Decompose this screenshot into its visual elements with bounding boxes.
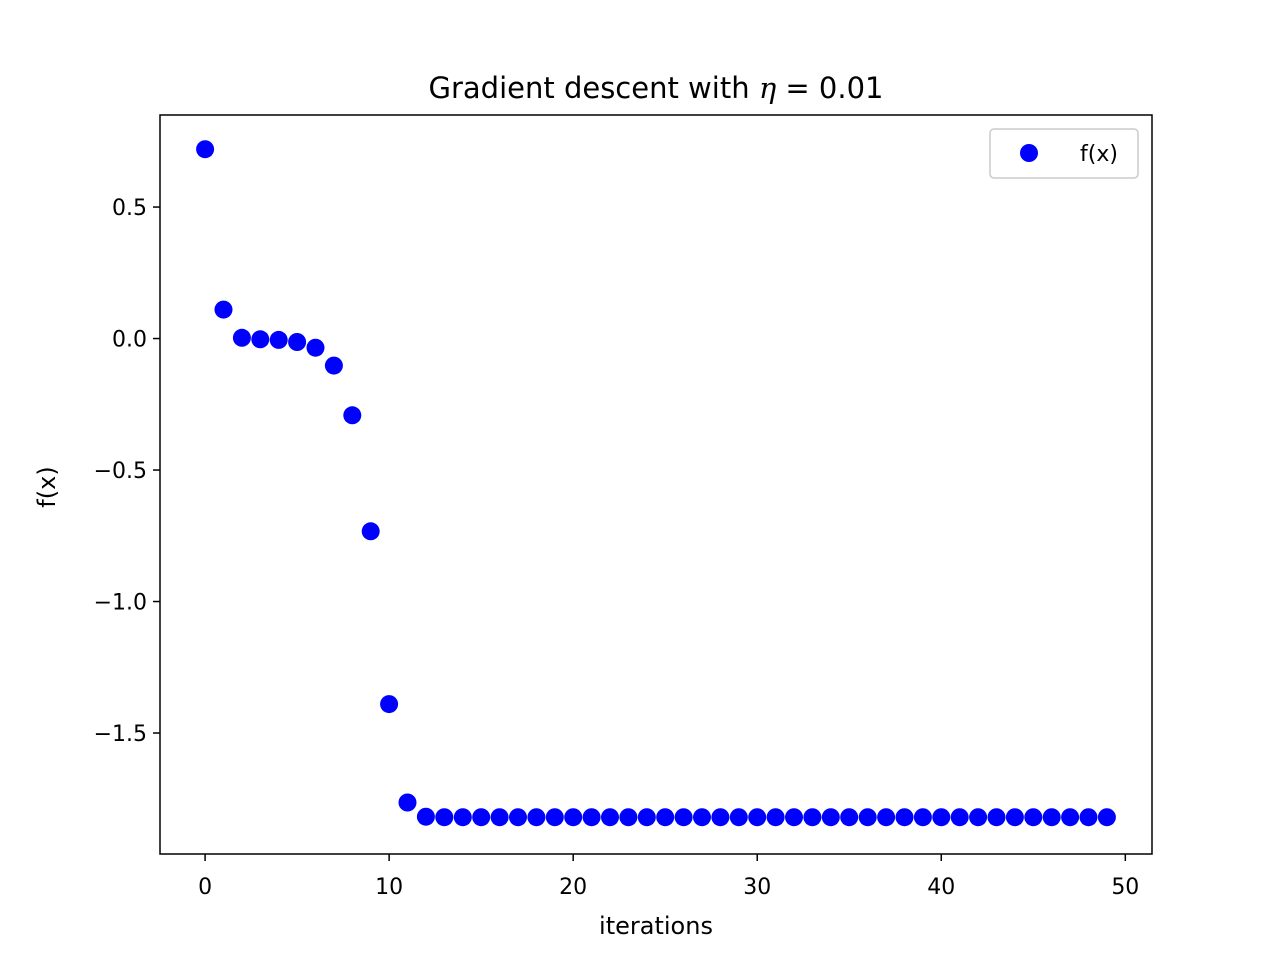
data-point-0-29 [729, 808, 748, 827]
data-point-0-27 [693, 808, 711, 827]
y-axis-label: f(x) [33, 466, 61, 507]
data-point-0-44 [1005, 808, 1024, 827]
data-point-0-38 [895, 808, 914, 827]
data-point-0-18 [527, 808, 546, 827]
chart-title: Gradient descent with η = 0.01 [429, 71, 884, 105]
data-point-0-23 [619, 808, 638, 827]
data-point-0-12 [416, 807, 435, 826]
data-point-0-46 [1042, 808, 1061, 827]
data-point-0-30 [748, 808, 767, 827]
data-point-0-39 [913, 808, 932, 827]
data-point-0-5 [288, 333, 307, 351]
data-point-0-9 [361, 522, 380, 541]
data-point-0-32 [785, 808, 803, 827]
data-point-0-35 [840, 808, 859, 827]
data-point-0-47 [1061, 808, 1080, 827]
data-point-0-11 [398, 793, 417, 812]
y-tick-label: −0.5 [94, 459, 147, 484]
x-tick-label: 40 [927, 875, 955, 900]
data-point-0-4 [269, 330, 288, 349]
data-point-0-25 [656, 808, 675, 827]
data-point-0-15 [472, 808, 491, 827]
legend-label: f(x) [1080, 142, 1118, 167]
data-point-0-40 [932, 808, 951, 827]
data-point-0-34 [821, 808, 840, 827]
legend-marker [1020, 144, 1038, 162]
data-point-0-45 [1024, 808, 1043, 827]
data-point-0-17 [509, 808, 527, 827]
y-tick-label: −1.5 [94, 722, 147, 747]
legend-box [989, 128, 1139, 179]
data-point-0-41 [950, 808, 969, 827]
data-point-0-3 [251, 330, 270, 349]
data-point-0-7 [324, 356, 343, 375]
x-tick-label: 10 [375, 875, 403, 900]
y-tick-label: −1.0 [94, 591, 147, 616]
data-point-0-21 [582, 808, 601, 827]
data-point-0-6 [306, 338, 325, 357]
ticks-layer: 0 10 20 30 40 50 0.5 0.0 −0.5 −1.0 −1.5 [94, 196, 1140, 900]
data-point-0-16 [490, 808, 509, 827]
data-point-0-14 [453, 808, 472, 827]
plot-frame [159, 114, 1153, 855]
data-point-0-20 [564, 808, 583, 827]
data-point-0-33 [803, 808, 822, 827]
x-tick-label: 30 [743, 875, 771, 900]
data-point-0-48 [1079, 808, 1098, 827]
data-point-0-28 [711, 808, 730, 827]
legend: f(x) [989, 128, 1139, 179]
x-axis-label: iterations [599, 912, 713, 940]
data-point-0-37 [877, 808, 896, 827]
data-point-0-1 [214, 300, 233, 319]
data-point-0-19 [545, 808, 564, 827]
data-point-0-24 [637, 808, 656, 827]
data-point-0-22 [601, 808, 619, 827]
data-point-0-36 [858, 808, 877, 827]
points-layer [196, 140, 1116, 827]
data-point-0-31 [766, 808, 785, 827]
data-point-0-10 [380, 695, 399, 714]
data-point-0-26 [674, 808, 693, 827]
data-point-0-49 [1097, 808, 1116, 827]
data-point-0-2 [232, 328, 251, 347]
y-tick-label: 0.0 [112, 328, 147, 353]
y-tick-label: 0.5 [112, 196, 147, 221]
data-point-0-13 [435, 808, 454, 827]
x-tick-label: 50 [1111, 875, 1139, 900]
data-point-0-8 [343, 406, 362, 425]
data-point-0-43 [987, 808, 1006, 827]
x-tick-label: 0 [198, 875, 212, 900]
x-tick-label: 20 [559, 875, 587, 900]
data-point-0-42 [969, 808, 988, 827]
data-point-0-0 [196, 140, 215, 159]
